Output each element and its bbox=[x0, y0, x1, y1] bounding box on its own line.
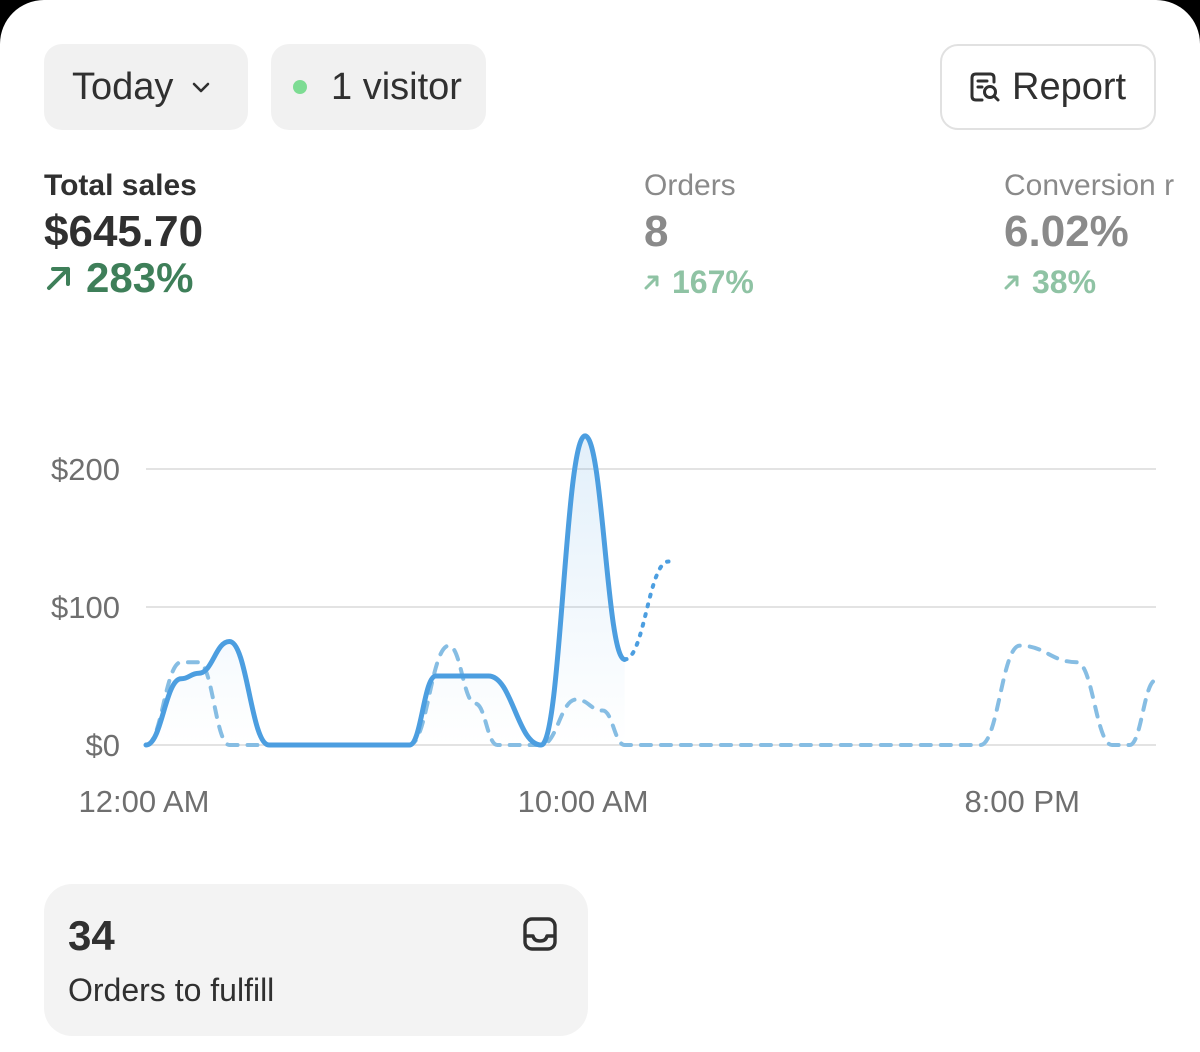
orders-to-fulfill-card[interactable]: 34 Orders to fulfill bbox=[44, 884, 588, 1036]
metric-change-value: 38% bbox=[1032, 264, 1097, 300]
report-search-icon bbox=[968, 70, 1002, 104]
metric-orders[interactable]: Orders 8 167% bbox=[644, 168, 754, 302]
arrow-up-right-icon bbox=[1004, 275, 1019, 290]
y-tick-label: $100 bbox=[51, 590, 120, 625]
metric-total-sales[interactable]: Total sales $645.70 283% bbox=[44, 168, 204, 301]
metric-change-value: 167% bbox=[672, 264, 754, 300]
y-tick-label: $0 bbox=[86, 728, 120, 763]
arrow-up-right-icon bbox=[644, 275, 659, 290]
y-tick-label: $200 bbox=[51, 452, 120, 487]
metric-change: 167% bbox=[644, 262, 754, 302]
metric-label: Conversion r bbox=[1004, 169, 1175, 202]
metric-label: Total sales bbox=[44, 169, 197, 202]
x-tick-label: 8:00 PM bbox=[964, 784, 1079, 819]
metric-change: 283% bbox=[44, 254, 203, 301]
sales-series-line bbox=[143, 433, 628, 748]
orders-to-fulfill-count: 34 bbox=[68, 912, 115, 959]
online-dot-icon bbox=[293, 80, 307, 94]
date-range-selector[interactable]: Today bbox=[44, 44, 248, 130]
live-visitors-button[interactable]: 1 visitor bbox=[271, 44, 486, 130]
report-button[interactable]: Report bbox=[940, 44, 1156, 130]
arrow-up-right-icon bbox=[47, 267, 70, 290]
orders-to-fulfill-label: Orders to fulfill bbox=[68, 972, 275, 1008]
metric-label: Orders bbox=[644, 169, 736, 202]
x-tick-label: 12:00 AM bbox=[79, 784, 210, 819]
metric-value: 8 bbox=[644, 207, 669, 256]
date-range-label: Today bbox=[72, 65, 174, 108]
x-tick-label: 10:00 AM bbox=[518, 784, 649, 819]
metric-change: 38% bbox=[1004, 262, 1174, 302]
metric-conversion-rate[interactable]: Conversion r 6.02% 38% bbox=[1004, 168, 1174, 302]
live-visitors-label: 1 visitor bbox=[331, 65, 462, 108]
comparison-series-line bbox=[144, 643, 1158, 747]
sales-projection-line bbox=[622, 559, 671, 662]
metric-value: 6.02% bbox=[1004, 207, 1129, 256]
metric-value: $645.70 bbox=[44, 207, 204, 256]
report-label: Report bbox=[1012, 65, 1127, 108]
metric-change-value: 283% bbox=[86, 254, 194, 301]
inbox-icon bbox=[520, 914, 560, 959]
sales-chart[interactable]: $200 $100 $0 12:00 AM 10:00 AM 8:00 PM bbox=[0, 420, 1200, 840]
chevron-down-icon bbox=[189, 75, 213, 99]
